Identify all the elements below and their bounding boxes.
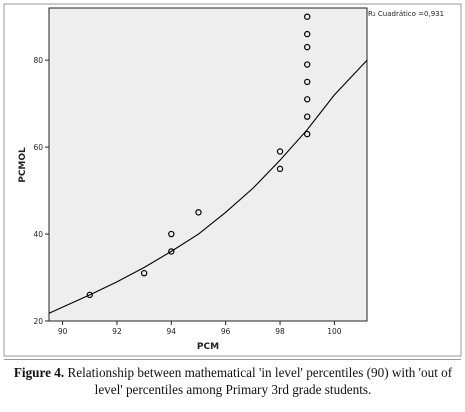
data-point xyxy=(304,96,311,103)
caption-divider xyxy=(4,359,461,360)
data-point xyxy=(140,269,148,277)
data-point xyxy=(304,130,311,138)
y-tick-label: 40 xyxy=(33,230,43,239)
y-axis-ticks: 20 40 60 80 xyxy=(33,56,49,326)
data-point xyxy=(276,165,284,173)
x-tick-label: 94 xyxy=(167,327,177,336)
x-tick-label: 90 xyxy=(58,327,68,336)
data-point xyxy=(304,13,311,20)
data-point xyxy=(86,291,93,299)
x-tick-label: 96 xyxy=(221,327,231,336)
y-tick-label: 60 xyxy=(33,143,43,152)
data-point xyxy=(304,43,311,51)
y-tick-label: 80 xyxy=(33,56,43,65)
y-axis-title: PCMOL xyxy=(18,147,28,183)
scatter-chart: R₂ Cuadrático =0,931 90 92 94 96 98 100 20 40 6… xyxy=(3,3,462,357)
x-axis-title: PCM xyxy=(197,342,219,352)
x-tick-label: 100 xyxy=(327,327,342,336)
data-point xyxy=(304,61,311,68)
data-points xyxy=(86,13,311,299)
data-point xyxy=(304,30,311,38)
x-tick-label: 92 xyxy=(112,327,122,336)
r-squared-label: R₂ Cuadrático =0,931 xyxy=(368,10,444,18)
y-tick-label: 20 xyxy=(33,317,43,326)
x-tick-label: 98 xyxy=(275,327,285,336)
data-point xyxy=(168,230,175,238)
caption-text: Relationship between mathematical 'in le… xyxy=(64,365,453,397)
data-point xyxy=(195,209,202,216)
plot-area xyxy=(48,7,368,322)
caption-label: Figure 4. xyxy=(13,365,65,380)
data-point xyxy=(304,78,311,86)
data-point xyxy=(168,248,175,255)
data-point xyxy=(304,113,311,120)
figure-caption: Figure 4. Relationship between mathemati… xyxy=(8,364,458,398)
x-axis-ticks: 90 92 94 96 98 100 xyxy=(58,321,342,336)
data-point xyxy=(276,148,284,155)
fit-curve xyxy=(48,59,368,314)
